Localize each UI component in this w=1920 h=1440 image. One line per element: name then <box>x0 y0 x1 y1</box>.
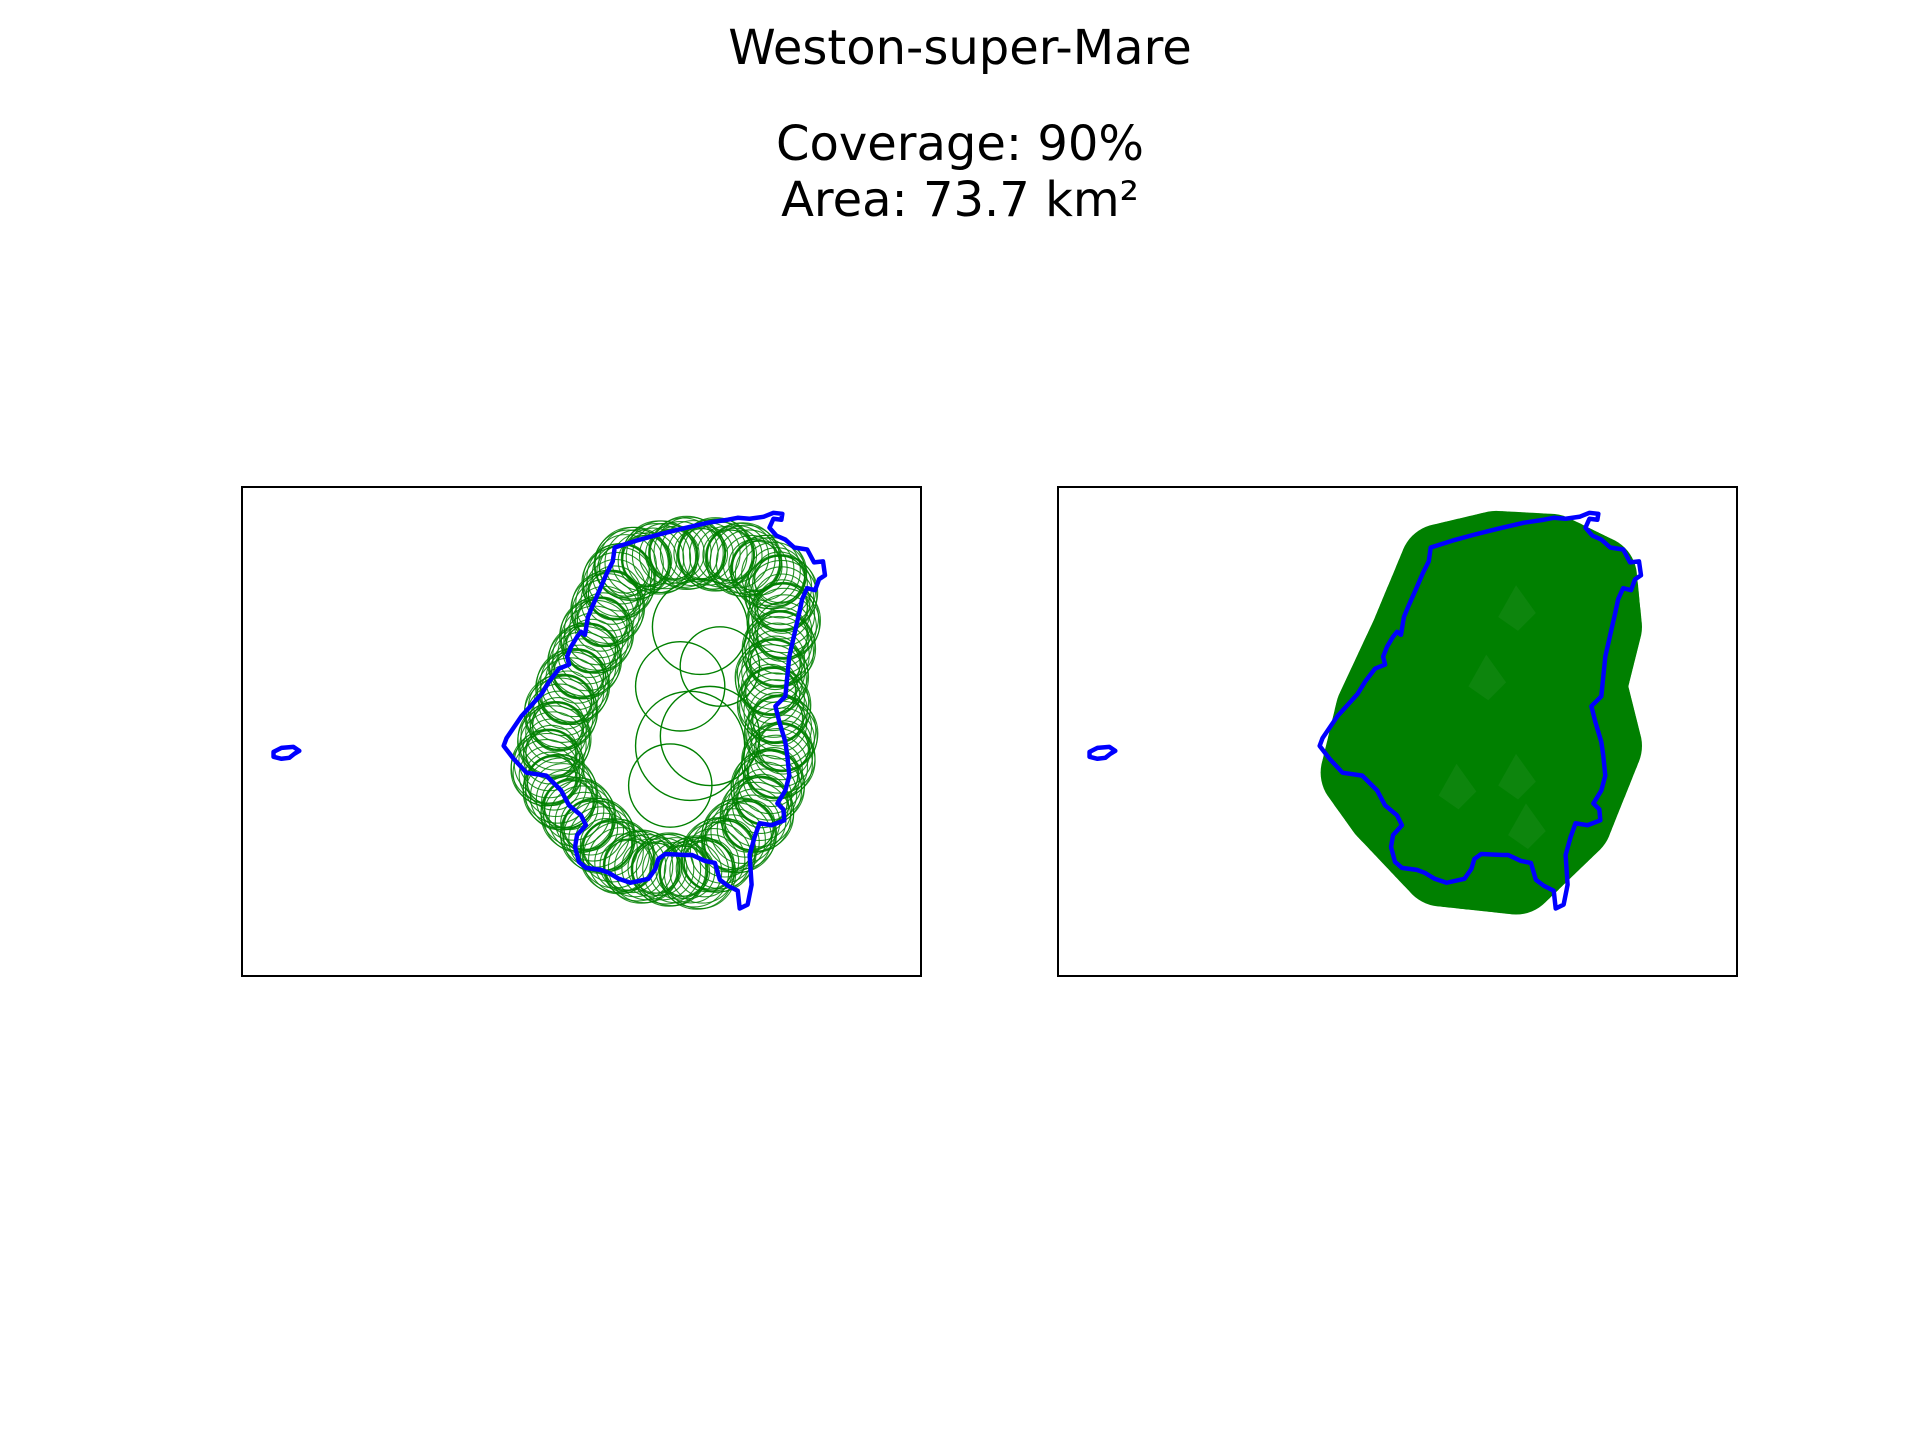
islet-outline <box>271 744 302 762</box>
coverage-facet <box>1468 654 1507 701</box>
coverage-circle <box>734 537 808 610</box>
map-panel-circles <box>241 486 922 977</box>
coverage-circle <box>743 734 809 799</box>
coverage-circle <box>630 833 702 905</box>
coverage-circle <box>651 578 749 676</box>
coverage-circle <box>663 836 737 910</box>
area-text: Area: 73.7 km² <box>781 172 1139 228</box>
coverage-circle <box>627 743 713 828</box>
figure-title: Weston-super-Mare <box>728 20 1192 76</box>
coverage-circle <box>743 555 819 630</box>
map-panel-filled <box>1057 486 1738 977</box>
coverage-circle <box>678 517 753 592</box>
coverage-circle <box>580 570 642 632</box>
coverage-text: Coverage: 90% <box>775 116 1145 172</box>
coverage-circle <box>569 597 631 659</box>
map-circles-svg <box>271 510 828 911</box>
coverage-circle <box>634 690 746 802</box>
coverage-circle <box>599 838 652 892</box>
coverage-facet <box>1498 753 1536 800</box>
coverage-circle <box>728 539 781 591</box>
coverage-core <box>1377 567 1586 865</box>
coverage-circles <box>510 515 821 910</box>
coverage-circle <box>744 609 816 682</box>
coverage-facet <box>1508 803 1546 850</box>
coverage-fill <box>1320 510 1642 915</box>
boundary-outline <box>501 510 828 911</box>
boundary-outline <box>1317 510 1644 911</box>
coverage-circle <box>659 685 761 787</box>
map-filled-svg <box>1087 510 1644 915</box>
coverage-circle <box>751 582 816 647</box>
coverage-circle <box>632 840 688 897</box>
islet-outline <box>1087 744 1118 762</box>
town-boundary <box>1087 510 1644 911</box>
coverage-circle <box>518 745 578 805</box>
coverage-facet <box>1438 763 1477 810</box>
coverage-stats: Coverage: 90% Area: 73.7 km² <box>0 116 1920 228</box>
coverage-circle <box>649 515 724 591</box>
coverage-circle <box>679 626 761 707</box>
coverage-circle <box>634 641 726 732</box>
coverage-circle <box>659 843 716 900</box>
coverage-facet <box>1498 585 1536 631</box>
coverage-circle <box>522 753 593 824</box>
coverage-circle <box>620 523 692 594</box>
town-boundary <box>271 510 828 911</box>
coverage-circle <box>585 558 646 620</box>
